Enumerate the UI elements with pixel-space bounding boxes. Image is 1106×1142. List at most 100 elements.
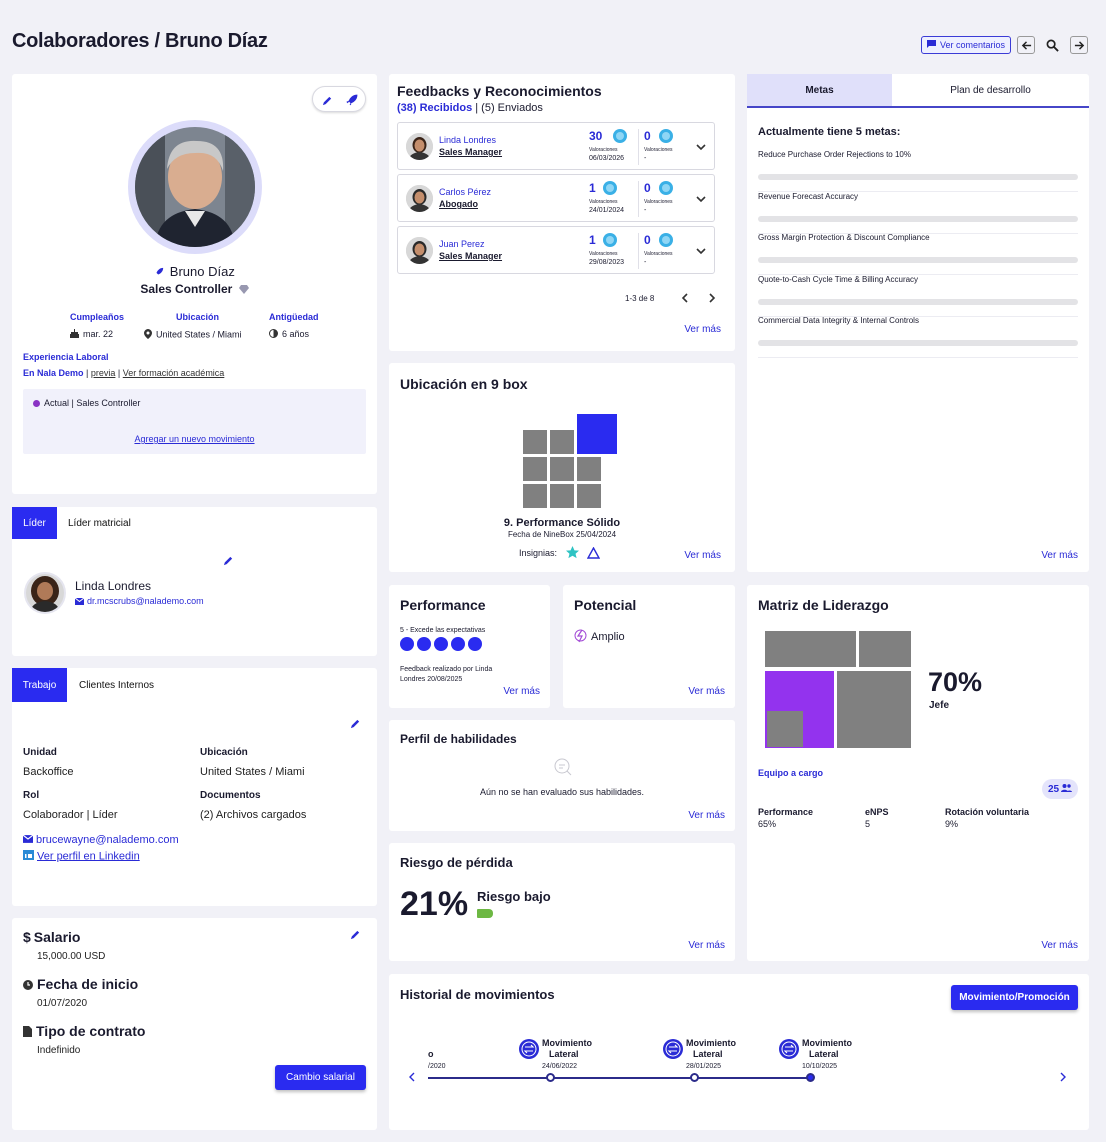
birthday-value: mar. 22 <box>83 329 114 339</box>
rating-dot <box>468 637 482 651</box>
sent-tab[interactable]: (5) Enviados <box>481 102 543 114</box>
salary-change-button[interactable]: Cambio salarial <box>275 1065 366 1090</box>
badges-label: Insignias: <box>519 547 558 558</box>
exp-previous-link[interactable]: previa <box>90 368 116 378</box>
chevron-left-icon[interactable] <box>678 292 690 304</box>
documents-link[interactable]: (2) Archivos cargados <box>200 809 307 821</box>
tab-leader[interactable]: Líder <box>12 507 57 539</box>
salary-label-row: $ Salario <box>23 929 81 945</box>
experience-links: En Nala Demo | previa | Ver formación ac… <box>23 368 225 378</box>
goal-item[interactable]: Gross Margin Protection & Discount Compl… <box>758 233 1078 275</box>
chevron-right-icon[interactable] <box>706 292 718 304</box>
timeline-event[interactable]: Movimiento Lateral 10/10/2025 <box>778 1038 878 1086</box>
team-count-badge[interactable]: 25 <box>1042 779 1078 799</box>
location-pin-icon <box>144 329 152 341</box>
feedback-row[interactable]: Linda Londres Sales Manager 30 Valoraciones… <box>397 122 715 170</box>
leader-email-row: dr.mcscrubs@nalademo.com <box>74 596 204 607</box>
work-email[interactable]: brucewayne@nalademo.com <box>36 834 179 846</box>
tab-work[interactable]: Trabajo <box>12 668 67 702</box>
movement-promotion-button[interactable]: Movimiento/Promoción <box>951 985 1078 1010</box>
goal-item[interactable]: Quote-to-Cash Cycle Time & Billing Accur… <box>758 275 1078 317</box>
timeline-event[interactable]: Movimiento Lateral 24/06/2022 <box>518 1038 618 1086</box>
tab-internal-clients[interactable]: Clientes Internos <box>79 679 155 691</box>
mail-icon <box>22 834 34 846</box>
feedback-sender-name[interactable]: Linda Londres <box>439 135 497 145</box>
leader-email[interactable]: dr.mcscrubs@nalademo.com <box>87 596 204 606</box>
cake-icon <box>70 329 79 340</box>
movement-panel: Actual | Sales Controller Agregar un nue… <box>23 389 366 454</box>
work-card: Trabajo Clientes Internos Unidad Backoff… <box>12 668 377 906</box>
feedback-sender-name[interactable]: Carlos Pérez <box>439 187 492 197</box>
education-link[interactable]: Ver formación académica <box>122 368 225 378</box>
contract-label: Tipo de contrato <box>36 1023 146 1039</box>
recognition-date: 24/01/2024 <box>589 207 625 214</box>
event-line1: Movimiento <box>686 1038 737 1048</box>
goals-more-link[interactable]: Ver más <box>1041 550 1078 561</box>
tab-matrix-leader[interactable]: Líder matricial <box>68 517 131 529</box>
goals-tab-underline <box>747 106 1089 108</box>
rocket-icon[interactable] <box>345 93 359 107</box>
feedback-sender-role: Sales Manager <box>439 147 503 157</box>
goals-card: Metas Plan de desarrollo Actualmente tie… <box>747 74 1089 572</box>
skills-more-link[interactable]: Ver más <box>688 810 725 821</box>
profile-role: Sales Controller <box>140 282 233 296</box>
add-movement-link[interactable]: Agregar un nuevo movimiento <box>134 434 255 444</box>
feedback-sender-role: Abogado <box>439 199 478 209</box>
tab-goals[interactable]: Metas <box>747 74 892 106</box>
feedback-tabs: (38) Recibidos | (5) Enviados <box>397 102 543 114</box>
risk-more-link[interactable]: Ver más <box>688 940 725 951</box>
profile-name: Bruno Díaz <box>169 264 235 279</box>
performance-rating: 5 - Excede las expectativas <box>400 627 486 634</box>
current-position-row: Actual | Sales Controller <box>33 398 140 408</box>
goal-item[interactable]: Revenue Forecast Accuracy <box>758 192 1078 234</box>
edit-icon[interactable] <box>348 716 362 730</box>
chevron-down-icon[interactable] <box>695 245 707 257</box>
goals-heading: Actualmente tiene 5 metas: <box>758 126 901 138</box>
goal-item[interactable]: Commercial Data Integrity & Internal Con… <box>758 316 1078 358</box>
ninebox-more-link[interactable]: Ver más <box>684 550 721 561</box>
clock-icon <box>23 977 33 993</box>
feedback-row[interactable]: Juan Perez Sales Manager 1 Valoraciones 29/0… <box>397 226 715 274</box>
edit-icon[interactable] <box>221 553 235 567</box>
performance-more-link[interactable]: Ver más <box>503 686 540 697</box>
leadership-more-link[interactable]: Ver más <box>1041 940 1078 951</box>
chevron-right-icon[interactable] <box>1057 1071 1069 1083</box>
event-date: 28/01/2025 <box>686 1063 722 1070</box>
potential-more-link[interactable]: Ver más <box>688 686 725 697</box>
role-label: Rol <box>23 790 40 801</box>
goal-title: Gross Margin Protection & Discount Compl… <box>758 233 930 242</box>
view-comments-button[interactable]: Ver comentarios <box>921 36 1011 54</box>
arrow-left-icon <box>1021 40 1031 50</box>
feedback-sender-name[interactable]: Juan Perez <box>439 239 485 249</box>
forward-arrow-button[interactable] <box>1070 36 1088 54</box>
feedback-dash: - <box>644 155 647 162</box>
arrow-right-icon <box>1074 40 1084 50</box>
feedback-count: 0 <box>644 233 651 247</box>
location-label: Ubicación <box>176 312 220 322</box>
edit-icon[interactable] <box>320 93 334 107</box>
goal-item[interactable]: Reduce Purchase Order Rejections to 10% <box>758 150 1078 192</box>
recognition-date: 29/08/2023 <box>589 259 625 266</box>
profile-name-row: Bruno Díaz <box>12 264 377 280</box>
search-icon <box>1046 39 1059 52</box>
feedback-row[interactable]: Carlos Pérez Abogado 1 Valoraciones 24/01/20… <box>397 174 715 222</box>
chevron-down-icon[interactable] <box>695 193 707 205</box>
chevron-left-icon[interactable] <box>405 1071 417 1083</box>
tab-development-plan[interactable]: Plan de desarrollo <box>950 84 1031 96</box>
timeline-line <box>428 1077 809 1079</box>
feedback-more-link[interactable]: Ver más <box>684 324 721 335</box>
search-button[interactable] <box>1043 36 1061 54</box>
timeline-node <box>806 1073 815 1082</box>
profile-role-row: Sales Controller <box>12 282 377 297</box>
exp-nala-link[interactable]: En Nala Demo <box>23 368 84 378</box>
received-tab[interactable]: (38) Recibidos <box>397 102 473 114</box>
rocket-icon <box>154 265 164 280</box>
chevron-down-icon[interactable] <box>695 141 707 153</box>
feedback-sub: Valoraciones <box>644 199 673 205</box>
back-arrow-button[interactable] <box>1017 36 1035 54</box>
edit-icon[interactable] <box>348 927 362 941</box>
timeline-event[interactable]: Movimiento Lateral 28/01/2025 <box>662 1038 762 1086</box>
linkedin-link[interactable]: Ver perfil en Linkedin <box>37 850 140 863</box>
documents-label: Documentos <box>200 790 261 801</box>
feedback-avatar <box>406 133 433 160</box>
